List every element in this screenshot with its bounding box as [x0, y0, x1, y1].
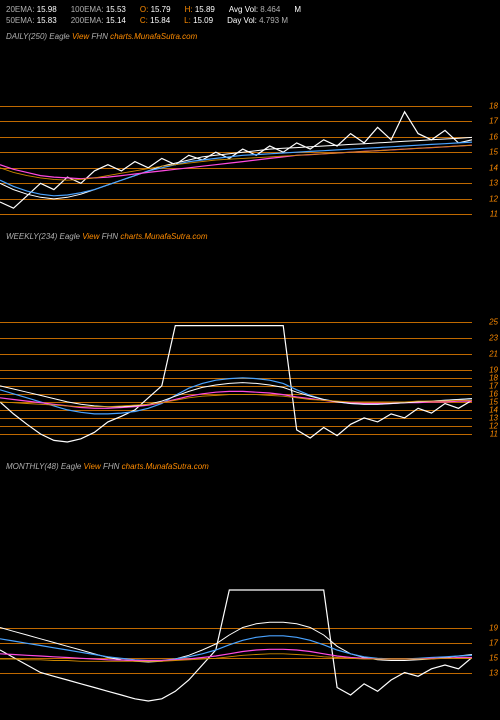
series-svg — [0, 230, 472, 450]
y-axis-labels: 111213141516171819 21 23 25 — [474, 230, 500, 450]
series-line — [0, 636, 472, 661]
chart-area — [0, 230, 472, 450]
series-line — [0, 395, 472, 407]
y-label: 18 — [489, 101, 498, 110]
y-axis-labels: 13 15 17 19 — [474, 460, 500, 710]
panel-title: MONTHLY(48) Eagle View FHN charts.Munafa… — [6, 462, 209, 471]
y-label: 15 — [489, 148, 498, 157]
y-label: 16 — [489, 132, 498, 141]
y-label: 18 — [489, 373, 498, 382]
stat: Day Vol: 4.793 M — [227, 15, 288, 26]
chart-panel: DAILY(250) Eagle View FHN charts.MunafaS… — [0, 30, 500, 230]
y-label: 16 — [489, 389, 498, 398]
y-label: 15 — [489, 653, 498, 662]
y-label: 17 — [489, 638, 498, 647]
chart-panel: MONTHLY(48) Eagle View FHN charts.Munafa… — [0, 460, 500, 710]
y-label: 17 — [489, 381, 498, 390]
stat: H: 15.89 — [185, 4, 215, 15]
y-label: 19 — [489, 623, 498, 632]
y-axis-labels: 11 12 13 14 15 16 17 18 — [474, 30, 500, 230]
chart-area — [0, 30, 472, 230]
series-line — [0, 142, 472, 196]
stat: C: 15.84 — [140, 15, 170, 26]
stat: L: 15.09 — [184, 15, 213, 26]
y-label: 14 — [489, 163, 498, 172]
y-label: 11 — [490, 210, 498, 219]
stat: M — [294, 4, 301, 15]
y-label: 21 — [489, 349, 498, 358]
y-label: 12 — [489, 421, 498, 430]
y-label: 14 — [489, 405, 498, 414]
chart-area — [0, 460, 472, 710]
series-line — [0, 112, 472, 208]
stat: 50EMA: 15.83 — [6, 15, 57, 26]
y-label: 13 — [489, 413, 498, 422]
stat: Avg Vol: 8.464 — [229, 4, 280, 15]
y-label: 17 — [489, 117, 498, 126]
y-label: 15 — [489, 397, 498, 406]
series-line — [0, 145, 472, 179]
chart-panel: WEEKLY(234) Eagle View FHN charts.Munafa… — [0, 230, 500, 450]
stat: 100EMA: 15.53 — [71, 4, 126, 15]
y-label: 23 — [489, 333, 498, 342]
y-label: 13 — [489, 179, 498, 188]
y-label: 19 — [489, 365, 498, 374]
series-line — [0, 590, 472, 701]
header-row-2: 50EMA: 15.83 200EMA: 15.14 C: 15.84 L: 15.0… — [6, 15, 494, 26]
y-label: 25 — [489, 317, 498, 326]
series-svg — [0, 460, 472, 710]
header-row-1: 20EMA: 15.98 100EMA: 15.53 O: 15.79 H: 15.8… — [6, 4, 494, 15]
stat: 200EMA: 15.14 — [71, 15, 126, 26]
stat: O: 15.79 — [140, 4, 171, 15]
series-line — [0, 326, 472, 442]
y-label: 13 — [489, 668, 498, 677]
stat: 20EMA: 15.98 — [6, 4, 57, 15]
panel-title: WEEKLY(234) Eagle View FHN charts.Munafa… — [6, 232, 207, 241]
panel-title: DAILY(250) Eagle View FHN charts.MunafaS… — [6, 32, 197, 41]
y-label: 12 — [489, 194, 498, 203]
header-stats: 20EMA: 15.98 100EMA: 15.53 O: 15.79 H: 15.8… — [0, 0, 500, 30]
y-label: 11 — [490, 429, 498, 438]
series-svg — [0, 30, 472, 230]
